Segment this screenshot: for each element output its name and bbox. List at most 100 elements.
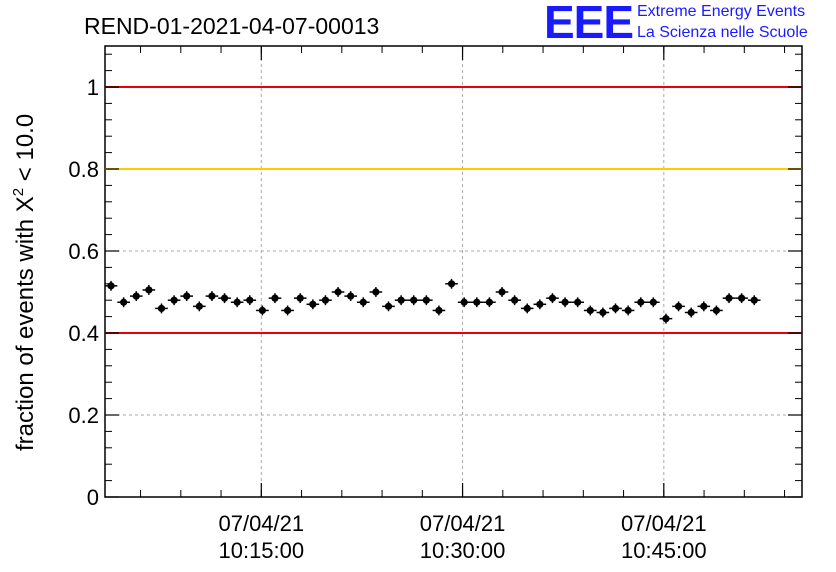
marker (511, 296, 519, 304)
marker (246, 296, 254, 304)
x-axis: 07/04/2110:15:0007/04/2110:30:0007/04/21… (140, 46, 786, 563)
data-point (293, 293, 307, 304)
marker (347, 292, 355, 300)
y-tick-label: 0.6 (68, 239, 99, 264)
marker (145, 286, 153, 294)
marker (523, 304, 531, 312)
marker (284, 306, 292, 315)
marker (220, 294, 229, 302)
x-tick-label-date: 07/04/21 (420, 511, 506, 536)
marker (700, 302, 708, 310)
marker (637, 298, 645, 306)
data-point (470, 297, 484, 308)
marker (725, 294, 733, 302)
data-point (344, 291, 357, 302)
data-point (155, 303, 168, 314)
logo-line-1: Extreme Energy Events (637, 3, 806, 20)
data-point (117, 297, 130, 308)
plot-frame (104, 45, 803, 498)
data-point (382, 301, 395, 312)
marker (157, 304, 166, 312)
y-tick-label: 1 (87, 75, 99, 100)
marker (498, 288, 506, 296)
marker (574, 298, 582, 306)
marker (649, 298, 657, 306)
logo-line-2: La Scienza nelle Scuole (637, 24, 808, 41)
data-point (432, 305, 446, 316)
data-point (672, 301, 685, 312)
marker (321, 296, 330, 304)
data-point (356, 297, 370, 308)
marker (422, 296, 430, 304)
marker (334, 288, 342, 296)
data-point (571, 297, 584, 308)
marker (687, 308, 695, 317)
marker (195, 302, 203, 310)
data-point (546, 293, 559, 304)
y-axis: 0 0.2 0.4 0.6 0.8 1 (68, 53, 802, 510)
marker (435, 306, 443, 315)
data-point (583, 305, 597, 316)
data-point (407, 295, 421, 306)
data-point (205, 291, 219, 302)
data-points (104, 278, 761, 324)
marker (712, 306, 721, 315)
marker (485, 298, 493, 306)
logo-mark: EEE (544, 0, 634, 48)
marker (271, 294, 279, 302)
x-tick-label-time: 10:30:00 (420, 538, 506, 563)
data-point (647, 297, 660, 308)
y-tick-label: 0.2 (68, 403, 99, 428)
marker (586, 306, 594, 315)
x-tick-label-date: 07/04/21 (621, 511, 707, 536)
y-axis-label-superscript: 2 (10, 188, 27, 196)
marker (258, 306, 266, 315)
marker (662, 315, 670, 323)
data-point (684, 307, 698, 318)
marker (397, 296, 405, 304)
marker (296, 294, 304, 302)
data-point (508, 295, 521, 306)
marker (384, 302, 393, 310)
x-tick-label-time: 10:15:00 (218, 538, 304, 563)
data-point (495, 287, 509, 297)
data-point (735, 293, 748, 304)
data-point (445, 278, 458, 289)
data-point (747, 295, 761, 306)
y-tick-label: 0.4 (68, 321, 99, 346)
y-tick-label: 0.8 (68, 157, 99, 182)
x-tick-label-time: 10:45:00 (621, 538, 707, 563)
data-point (457, 297, 471, 308)
marker (447, 280, 456, 288)
marker (359, 298, 367, 306)
data-point (281, 305, 294, 316)
reference-lines (105, 86, 802, 334)
chart-title: REND-01-2021-04-07-00013 (84, 13, 379, 39)
marker (183, 292, 191, 300)
y-axis-label: fraction of events with X2 < 10.0 (10, 114, 39, 451)
marker (132, 292, 140, 300)
marker (473, 298, 481, 306)
marker (536, 300, 544, 308)
data-point (621, 305, 635, 316)
marker (548, 294, 557, 302)
data-point (520, 303, 534, 314)
marker (309, 300, 317, 308)
y-axis-label-tail: < 10.0 (12, 114, 39, 188)
marker (170, 296, 178, 304)
x-tick-label-date: 07/04/21 (218, 511, 304, 536)
data-point (319, 295, 332, 306)
marker (750, 296, 758, 304)
data-point (609, 303, 622, 314)
data-point (710, 305, 723, 316)
data-point (634, 297, 648, 308)
eee-logo: EEE Extreme Energy Events La Scienza nel… (544, 0, 834, 48)
marker (561, 298, 569, 306)
data-point (142, 285, 156, 295)
marker (208, 292, 216, 300)
data-point (331, 287, 345, 297)
data-point (129, 291, 143, 302)
data-point (722, 293, 736, 304)
marker (624, 306, 632, 315)
